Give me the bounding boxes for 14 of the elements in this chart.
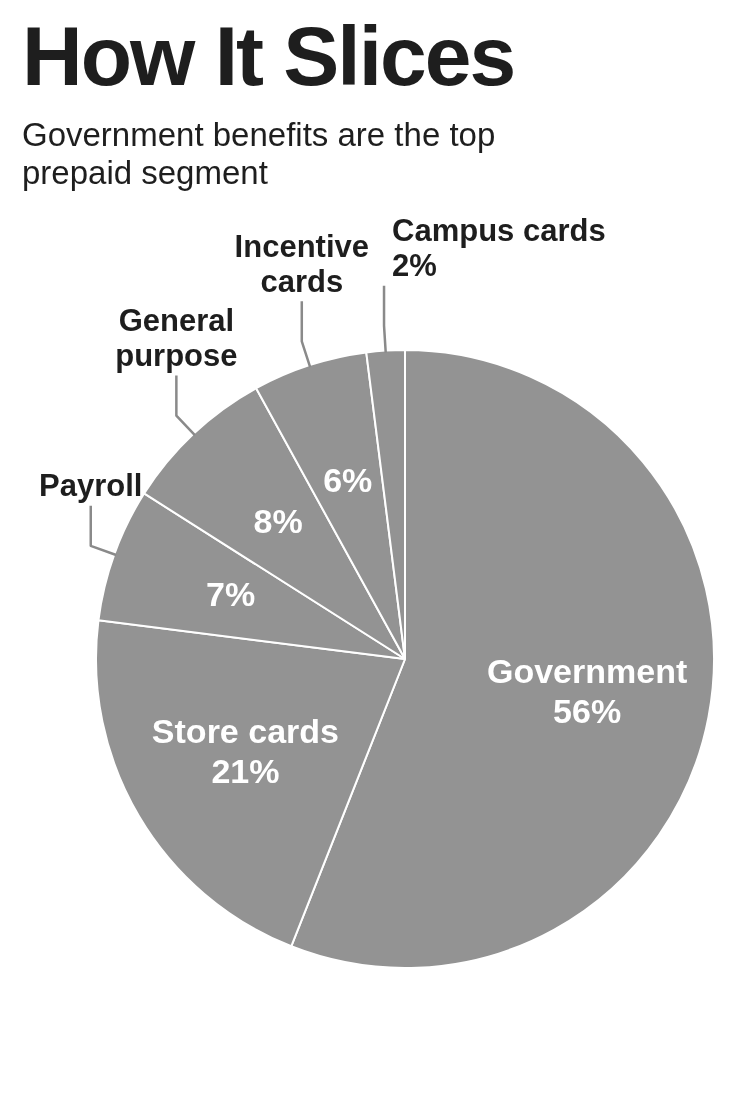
chart-subtitle: Government benefits are the top prepaid segment	[22, 116, 497, 192]
data-label: 6%	[323, 461, 373, 500]
slice-label: Incentive cards	[234, 228, 369, 299]
slice-label: General purpose	[115, 303, 238, 374]
chart-title: How It Slices	[22, 8, 516, 104]
slice-label: Campus cards	[392, 213, 606, 249]
data-label: 2%	[392, 248, 437, 284]
slice-label: Store cards	[151, 711, 339, 750]
data-label: 7%	[205, 574, 256, 613]
slice-label: Government	[486, 652, 688, 691]
data-label: 56%	[553, 692, 622, 731]
slice-label: Payroll	[39, 468, 143, 504]
data-label: 8%	[253, 502, 303, 541]
data-label: 21%	[211, 751, 280, 790]
